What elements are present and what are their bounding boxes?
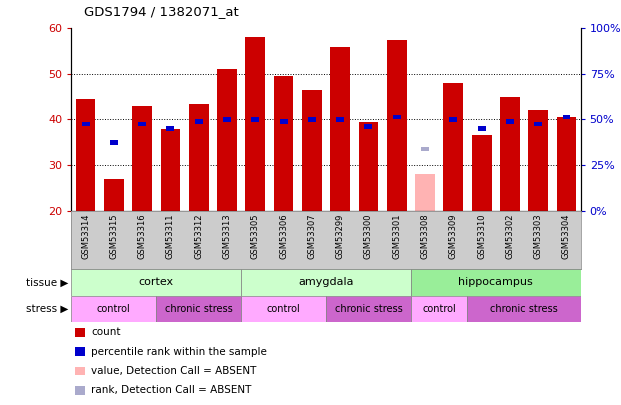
Bar	[71, 296, 156, 322]
Text: tissue ▶: tissue ▶	[26, 277, 68, 288]
Bar	[195, 119, 202, 124]
Bar	[478, 126, 486, 131]
Text: GSM53311: GSM53311	[166, 213, 175, 259]
Bar	[223, 117, 231, 122]
Bar	[534, 122, 542, 126]
Text: GSM53301: GSM53301	[392, 213, 401, 259]
Text: chronic stress: chronic stress	[335, 304, 402, 314]
Bar	[387, 40, 407, 211]
Bar	[245, 37, 265, 211]
Bar	[421, 147, 429, 151]
Text: GSM53304: GSM53304	[562, 213, 571, 259]
Text: GSM53315: GSM53315	[109, 213, 119, 259]
Bar	[132, 106, 152, 211]
Text: value, Detection Call = ABSENT: value, Detection Call = ABSENT	[91, 366, 256, 376]
Bar	[71, 269, 241, 296]
Text: GSM53310: GSM53310	[477, 213, 486, 259]
Bar	[472, 135, 491, 211]
Bar	[450, 117, 457, 122]
Text: GSM53305: GSM53305	[251, 213, 260, 259]
Bar	[217, 69, 237, 211]
Text: control: control	[266, 304, 301, 314]
Bar	[252, 117, 259, 122]
Bar	[76, 99, 96, 211]
Bar	[110, 140, 118, 145]
Text: GSM53306: GSM53306	[279, 213, 288, 259]
Bar	[358, 122, 378, 211]
Text: GSM53309: GSM53309	[449, 213, 458, 259]
Text: control: control	[422, 304, 456, 314]
Text: GSM53307: GSM53307	[307, 213, 316, 259]
Text: hippocampus: hippocampus	[458, 277, 533, 288]
Bar	[138, 122, 146, 126]
Text: amygdala: amygdala	[298, 277, 354, 288]
Text: GSM53316: GSM53316	[138, 213, 147, 259]
Bar	[326, 296, 411, 322]
Text: chronic stress: chronic stress	[490, 304, 558, 314]
Bar	[160, 130, 180, 211]
Bar	[506, 119, 514, 124]
Bar	[411, 296, 468, 322]
Text: control: control	[97, 304, 131, 314]
Bar	[81, 122, 89, 126]
Bar	[166, 126, 175, 131]
Bar	[189, 104, 209, 211]
Bar	[274, 76, 294, 211]
Bar	[528, 110, 548, 211]
Text: GSM53300: GSM53300	[364, 213, 373, 259]
Bar	[443, 83, 463, 211]
Bar	[563, 115, 571, 119]
Bar	[241, 269, 411, 296]
Bar	[330, 47, 350, 211]
Bar	[393, 115, 401, 119]
Text: GDS1794 / 1382071_at: GDS1794 / 1382071_at	[84, 5, 238, 18]
Bar	[302, 90, 322, 211]
Text: GSM53313: GSM53313	[222, 213, 232, 259]
Text: count: count	[91, 327, 121, 337]
Text: rank, Detection Call = ABSENT: rank, Detection Call = ABSENT	[91, 386, 252, 395]
Text: stress ▶: stress ▶	[26, 304, 68, 314]
Bar	[411, 269, 581, 296]
Bar	[415, 174, 435, 211]
Bar	[279, 119, 288, 124]
Bar	[556, 117, 576, 211]
Text: cortex: cortex	[138, 277, 174, 288]
Text: GSM53303: GSM53303	[533, 213, 543, 259]
Bar	[365, 124, 373, 129]
Text: GSM53299: GSM53299	[336, 213, 345, 259]
Text: GSM53312: GSM53312	[194, 213, 203, 259]
Bar	[336, 117, 344, 122]
Bar	[500, 97, 520, 211]
Bar	[156, 296, 241, 322]
Bar	[241, 296, 326, 322]
Text: chronic stress: chronic stress	[165, 304, 233, 314]
Text: GSM53308: GSM53308	[420, 213, 430, 259]
Text: GSM53302: GSM53302	[505, 213, 514, 259]
Text: GSM53314: GSM53314	[81, 213, 90, 259]
Bar	[308, 117, 316, 122]
Bar	[104, 179, 124, 211]
Text: percentile rank within the sample: percentile rank within the sample	[91, 347, 267, 356]
Bar	[468, 296, 581, 322]
